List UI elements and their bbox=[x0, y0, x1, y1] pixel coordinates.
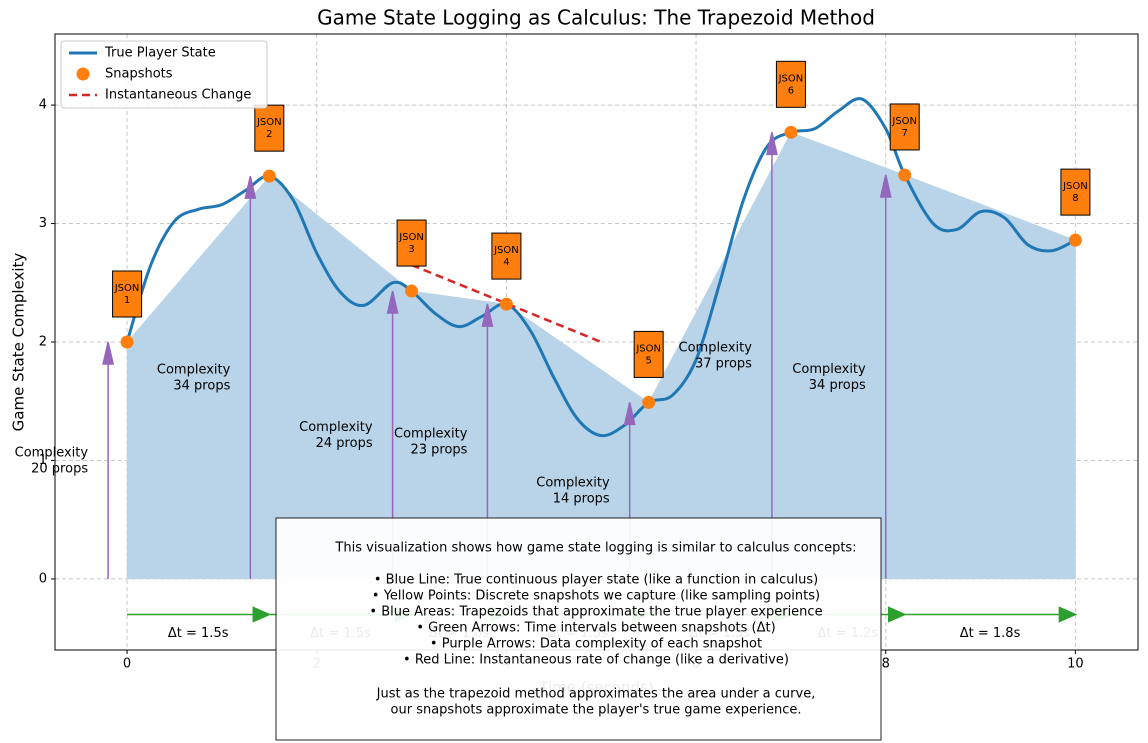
legend-swatch bbox=[76, 67, 90, 81]
legend-label: True Player State bbox=[104, 46, 216, 61]
json-label: JSON 5 bbox=[635, 343, 661, 366]
interval-arrow bbox=[904, 606, 1078, 623]
snapshot-point bbox=[898, 168, 912, 182]
snapshot-point bbox=[262, 169, 276, 183]
y-tick-label: 0 bbox=[39, 571, 47, 586]
note-closing: Just as the trapezoid method approximate… bbox=[376, 687, 816, 702]
legend-label: Instantaneous Change bbox=[105, 88, 251, 103]
json-box bbox=[633, 330, 664, 378]
legend-box bbox=[60, 40, 268, 109]
derivative-line bbox=[411, 263, 602, 344]
interval-arrow bbox=[127, 606, 272, 623]
snapshot-point bbox=[499, 297, 513, 311]
complexity-label: Complexity 34 props bbox=[157, 362, 231, 393]
complexity-arrow bbox=[766, 132, 778, 579]
snapshot-point bbox=[1068, 233, 1082, 247]
chart-title: Game State Logging as Calculus: The Trap… bbox=[317, 6, 875, 30]
player-state-line bbox=[125, 97, 1077, 438]
snapshot-point bbox=[120, 335, 134, 349]
complexity-arrow bbox=[879, 174, 892, 579]
json-box bbox=[1060, 168, 1091, 216]
complexity-label: Complexity 20 props bbox=[15, 445, 89, 476]
interval-label: Δt = 1.8s bbox=[960, 626, 1021, 641]
complexity-arrow bbox=[244, 175, 257, 579]
legend-label: Snapshots bbox=[105, 67, 173, 82]
json-box bbox=[889, 103, 920, 151]
note-closing: our snapshots approximate the player's t… bbox=[391, 703, 802, 718]
json-box bbox=[396, 219, 427, 267]
complexity-label: Complexity 23 props bbox=[394, 426, 468, 457]
complexity-label: Complexity 34 props bbox=[792, 361, 866, 392]
x-tick-label: 8 bbox=[882, 657, 890, 672]
y-tick-label: 2 bbox=[39, 335, 47, 350]
x-tick-label: 10 bbox=[1067, 657, 1084, 672]
trapezoid bbox=[790, 131, 905, 580]
x-tick-label: 0 bbox=[123, 657, 131, 672]
json-label: JSON 6 bbox=[778, 73, 804, 96]
json-box bbox=[491, 232, 522, 280]
note-bullet: • Yellow Points: Discrete snapshots we c… bbox=[372, 589, 820, 604]
complexity-arrow bbox=[102, 341, 115, 579]
snapshot-point bbox=[784, 125, 798, 139]
json-label: JSON 4 bbox=[493, 245, 519, 268]
complexity-label: Complexity 14 props bbox=[536, 475, 610, 506]
y-tick-label: 3 bbox=[39, 216, 47, 231]
json-box bbox=[112, 270, 143, 318]
complexity-label: Complexity 24 props bbox=[299, 419, 373, 450]
interval-label: Δt = 1.5s bbox=[168, 626, 229, 641]
json-box bbox=[254, 104, 285, 152]
y-axis-label: Game State Complexity bbox=[10, 253, 28, 432]
json-label: JSON 3 bbox=[398, 232, 424, 255]
note-bullet: • Green Arrows: Time intervals between s… bbox=[416, 621, 775, 636]
note-intro: This visualization shows how game state … bbox=[334, 541, 856, 556]
note-bullet: • Blue Line: True continuous player stat… bbox=[374, 573, 818, 588]
json-label: JSON 7 bbox=[891, 116, 917, 139]
json-label: JSON 8 bbox=[1062, 181, 1088, 204]
note-bullet: • Red Line: Instantaneous rate of change… bbox=[403, 653, 789, 668]
note-box bbox=[275, 517, 882, 741]
json-label: JSON 1 bbox=[114, 283, 140, 306]
snapshot-point bbox=[405, 284, 419, 298]
json-label: JSON 2 bbox=[256, 117, 282, 140]
note-bullet: • Purple Arrows: Data complexity of each… bbox=[430, 637, 762, 652]
snapshot-point bbox=[642, 395, 656, 409]
json-box bbox=[775, 60, 806, 108]
y-tick-label: 4 bbox=[39, 98, 47, 113]
y-tick-label: 1 bbox=[39, 453, 47, 468]
complexity-label: Complexity 37 props bbox=[679, 340, 753, 371]
note-bullet: • Blue Areas: Trapezoids that approximat… bbox=[369, 605, 822, 620]
trapezoid bbox=[904, 174, 1076, 580]
